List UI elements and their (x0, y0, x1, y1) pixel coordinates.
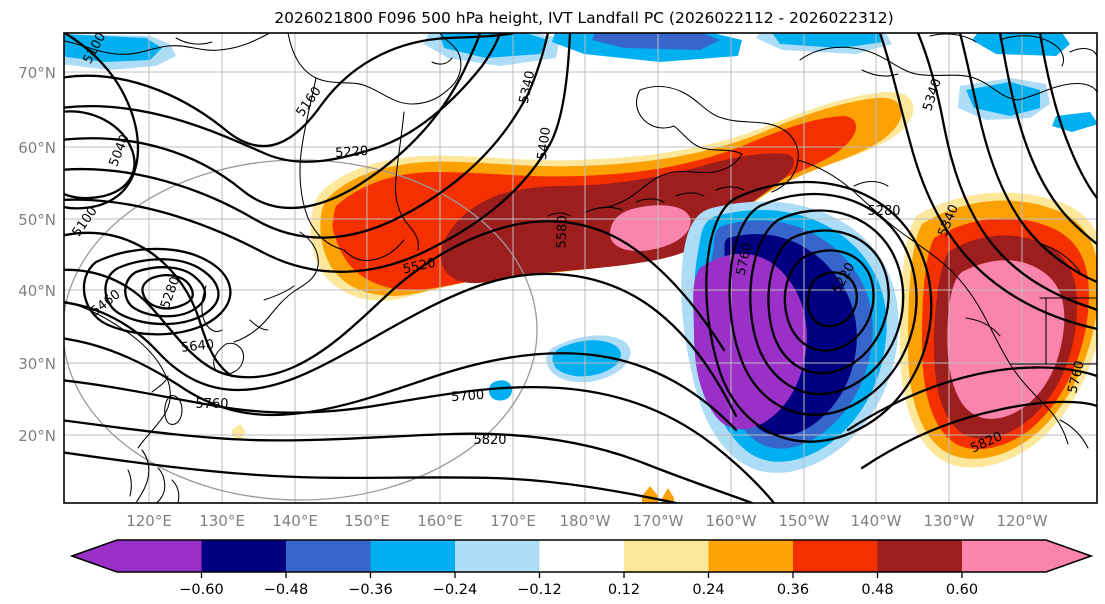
x-tick-label: 120°E (126, 512, 172, 530)
x-tick-label: 160°W (706, 512, 757, 530)
y-tick-label: 40°N (18, 282, 56, 300)
colorbar-segment (793, 540, 878, 572)
contour-label: 5580 (554, 215, 570, 249)
x-tick-label: 170°E (490, 512, 536, 530)
x-axis-tick-labels: 120°E 130°E 140°E 150°E 160°E 170°E 180°… (126, 512, 1047, 530)
colorbar-segment (539, 540, 624, 572)
x-tick-label: 180°W (560, 512, 611, 530)
colorbar-segment (370, 540, 455, 572)
contour-label: 5760 (734, 242, 756, 277)
x-tick-label: 140°E (272, 512, 318, 530)
coastlines (64, 33, 1097, 503)
x-tick-label: 170°W (633, 512, 684, 530)
colorbar-tick-label: 0.36 (777, 582, 809, 598)
contour-label: 5820 (473, 433, 506, 448)
x-tick-label: 130°W (924, 512, 975, 530)
colorbar-tick-label: −0.36 (348, 582, 392, 598)
map-panel: 5100 5040 5160 5220 5100 5340 5400 5460 … (63, 32, 1098, 504)
x-tick-label: 150°E (344, 512, 390, 530)
y-tick-label: 30°N (18, 355, 56, 373)
colorbar-outline (69, 539, 1094, 573)
colorbar-tick-label: −0.12 (517, 582, 561, 598)
colorbar-ticks (200, 572, 963, 578)
x-tick-label: 140°W (851, 512, 902, 530)
y-tick-label: 20°N (18, 427, 56, 445)
colorbar-segment (201, 540, 286, 572)
contour-label: 5520 (402, 256, 437, 278)
y-axis-tick-labels: 70°N 60°N 50°N 40°N 30°N 20°N (18, 64, 56, 445)
x-tick-label: 120°W (997, 512, 1048, 530)
colorbar-segment (708, 540, 793, 572)
colorbar-segment (877, 540, 962, 572)
colorbar-extend-max-arrow (1046, 540, 1091, 572)
contour-label: 5700 (451, 388, 485, 405)
colorbar-tick-label: 0.60 (946, 582, 978, 598)
colorbar-tick-label: 0.24 (692, 582, 724, 598)
contour-label: 5280 (867, 204, 900, 219)
colorbar-segment (117, 540, 202, 572)
colorbar[interactable]: −0.60 −0.48 −0.36 −0.24 −0.12 0.12 0.24 … (69, 539, 1094, 598)
colorbar-segment (455, 540, 540, 572)
height-contours (64, 33, 1097, 503)
colorbar-tick-label: −0.24 (433, 582, 477, 598)
x-tick-label: 160°E (417, 512, 463, 530)
colorbar-tick-label: −0.48 (264, 582, 308, 598)
y-tick-label: 60°N (18, 139, 56, 157)
colorbar-extend-min-arrow (72, 540, 117, 572)
colorbar-segment (962, 540, 1046, 572)
colorbar-tick-labels: −0.60 −0.48 −0.36 −0.24 −0.12 0.12 0.24 … (179, 582, 978, 598)
contour-label: 5640 (180, 337, 214, 355)
colorbar-segment (286, 540, 371, 572)
contour-label: 5220 (335, 144, 369, 161)
x-tick-label: 150°W (779, 512, 830, 530)
page-title: 2026021800 F096 500 hPa height, IVT Land… (274, 9, 893, 27)
colorbar-tick-label: 0.12 (608, 582, 640, 598)
x-tick-label: 130°E (199, 512, 245, 530)
contour-label: 5400 (535, 126, 554, 161)
contour-label: 5340 (517, 70, 539, 105)
colorbar-tick-label: 0.48 (861, 582, 893, 598)
map-frame (63, 32, 1098, 504)
y-tick-label: 50°N (18, 211, 56, 229)
contour-label: 5760 (195, 397, 228, 412)
y-tick-label: 70°N (18, 64, 56, 82)
colorbar-segment (624, 540, 709, 572)
colorbar-tick-label: −0.60 (179, 582, 223, 598)
